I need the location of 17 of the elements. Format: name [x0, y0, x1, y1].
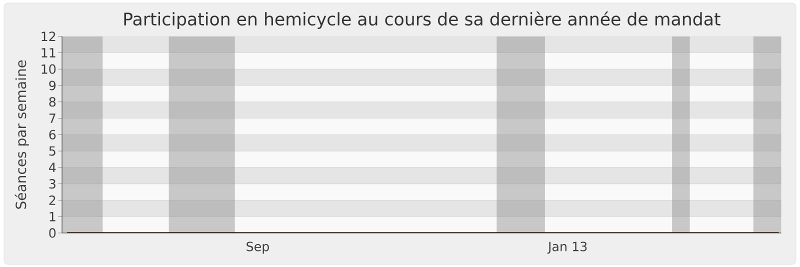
y-tick-label: 6 [49, 130, 56, 140]
y-tick-label: 10 [42, 64, 56, 74]
x-tick-label: Sep [246, 242, 269, 254]
y-tick-label: 12 [42, 32, 56, 42]
chart-title: Participation en hemicycle au cours de sa dernière année de mandat [124, 11, 720, 29]
y-tick-label: 1 [50, 212, 56, 222]
y-axis-title: Séances par semaine [14, 60, 29, 209]
y-tick-label: 5 [49, 146, 56, 156]
x-tick-label: Jan 13 [547, 242, 587, 254]
y-tick-label: 3 [49, 179, 56, 189]
y-tick-label: 7 [49, 114, 56, 123]
y-tick-label: 4 [48, 162, 56, 172]
y-tick-label: 2 [49, 196, 56, 205]
y-tick-label: 0 [49, 228, 56, 238]
y-tick-label: 11 [42, 48, 56, 58]
y-tick-label: 9 [49, 80, 56, 90]
y-tick-label: 8 [49, 97, 56, 107]
